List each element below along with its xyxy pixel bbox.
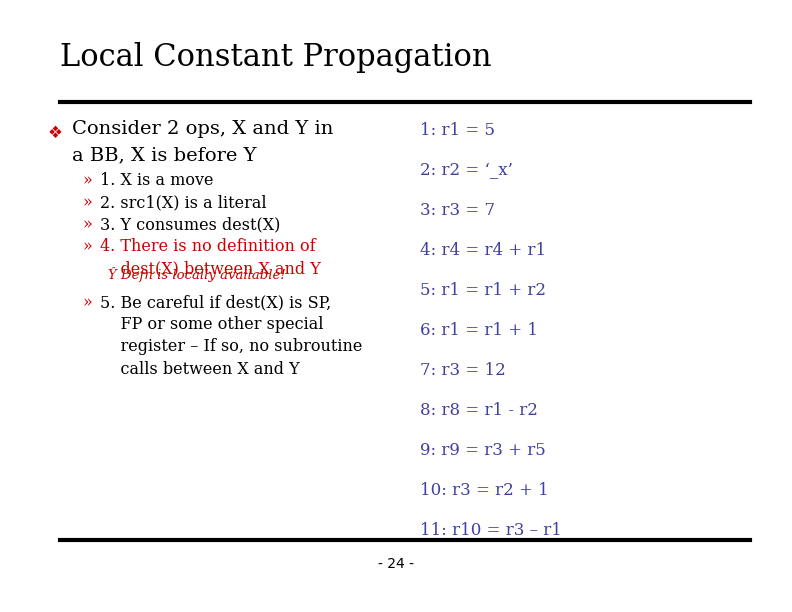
- Text: 4: r4 = r4 + r1: 4: r4 = r4 + r1: [420, 242, 546, 259]
- Text: »: »: [82, 194, 92, 211]
- Text: 4. There is no definition of
    dest(X) between X and Y: 4. There is no definition of dest(X) bet…: [100, 238, 321, 277]
- Text: »: »: [82, 216, 92, 233]
- Text: 8: r8 = r1 - r2: 8: r8 = r1 - r2: [420, 402, 538, 419]
- Text: »: »: [82, 238, 92, 255]
- Text: 5: r1 = r1 + r2: 5: r1 = r1 + r2: [420, 282, 546, 299]
- Text: 10: r3 = r2 + 1: 10: r3 = r2 + 1: [420, 482, 549, 499]
- Text: 2. src1(X) is a literal: 2. src1(X) is a literal: [100, 194, 267, 211]
- Text: 1. X is a move: 1. X is a move: [100, 172, 214, 189]
- Text: 1: r1 = 5: 1: r1 = 5: [420, 122, 495, 139]
- Text: »: »: [82, 294, 92, 311]
- Text: - 24 -: - 24 -: [378, 557, 414, 571]
- Text: 2: r2 = ‘_x’: 2: r2 = ‘_x’: [420, 162, 513, 179]
- Text: Consider 2 ops, X and Y in
a BB, X is before Y: Consider 2 ops, X and Y in a BB, X is be…: [72, 120, 333, 165]
- Text: ❖: ❖: [48, 124, 63, 142]
- Text: 11: r10 = r3 – r1: 11: r10 = r3 – r1: [420, 522, 562, 539]
- Text: Local Constant Propagation: Local Constant Propagation: [60, 42, 492, 73]
- Text: 6: r1 = r1 + 1: 6: r1 = r1 + 1: [420, 322, 538, 339]
- Text: 3. Y consumes dest(X): 3. Y consumes dest(X): [100, 216, 280, 233]
- Text: 7: r3 = 12: 7: r3 = 12: [420, 362, 506, 379]
- Text: 3: r3 = 7: 3: r3 = 7: [420, 202, 495, 219]
- Text: 9: r9 = r3 + r5: 9: r9 = r3 + r5: [420, 442, 546, 459]
- Text: »: »: [82, 172, 92, 189]
- Text: Ŷ Defn is locally available!: Ŷ Defn is locally available!: [108, 267, 286, 282]
- Text: 5. Be careful if dest(X) is SP,
    FP or some other special
    register – If s: 5. Be careful if dest(X) is SP, FP or so…: [100, 294, 363, 378]
